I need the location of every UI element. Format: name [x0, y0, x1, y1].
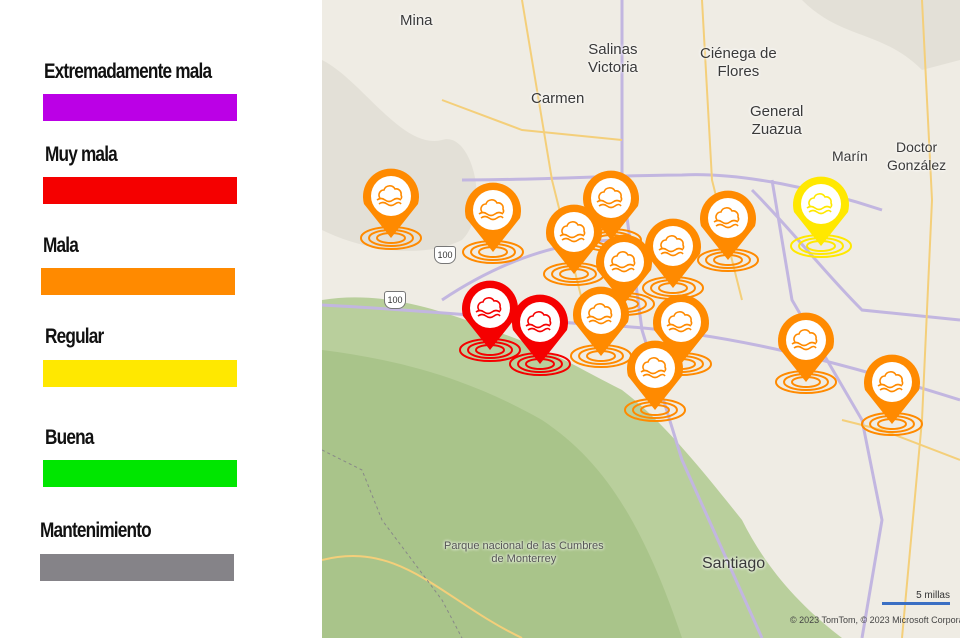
marker-inner — [786, 320, 826, 360]
highway-shield: 100 — [384, 291, 406, 309]
legend-label-mala: Mala — [43, 234, 79, 257]
place-label-general-zuazua: General Zuazua — [750, 103, 804, 138]
map-background — [322, 0, 960, 638]
legend-label-mantenimiento: Mantenimiento — [40, 519, 152, 542]
station-marker[interactable] — [593, 234, 655, 316]
station-markers — [360, 168, 923, 436]
air-quality-cloud-icon — [658, 235, 685, 257]
station-marker[interactable] — [775, 312, 837, 394]
map[interactable]: Mina Salinas Victoria Ciénega de Flores … — [322, 0, 960, 638]
station-marker[interactable] — [462, 182, 524, 264]
station-marker[interactable] — [543, 204, 605, 286]
air-quality-cloud-icon — [376, 185, 403, 207]
legend-label-regular: Regular — [45, 325, 104, 348]
place-label-carmen: Carmen — [531, 90, 585, 107]
station-marker[interactable] — [790, 176, 852, 258]
legend-swatch-regular — [43, 360, 237, 387]
air-quality-cloud-icon — [478, 199, 505, 221]
marker-inner — [708, 198, 748, 238]
marker-inner — [872, 362, 912, 402]
station-marker[interactable] — [459, 280, 521, 362]
station-marker[interactable] — [360, 168, 422, 250]
legend: Extremadamente mala Muy mala Mala Regula… — [0, 0, 322, 640]
legend-swatch-mala — [41, 268, 235, 295]
legend-swatch-mantenimiento — [40, 554, 234, 581]
hills-terrain — [322, 60, 477, 251]
air-quality-cloud-icon — [791, 329, 818, 351]
marker-inner — [591, 178, 631, 218]
legend-label-buena: Buena — [45, 426, 94, 449]
station-marker[interactable] — [861, 354, 923, 436]
marker-inner — [604, 242, 644, 282]
place-label-doctor-gonzalez: Doctor González — [887, 139, 947, 173]
legend-swatch-muy-mala — [43, 177, 237, 204]
marker-inner — [554, 212, 594, 252]
air-quality-cloud-icon — [559, 221, 586, 243]
place-label-mina: Mina — [400, 12, 433, 29]
roads — [322, 0, 960, 638]
highway-shield: 100 — [434, 246, 456, 264]
marker-inner — [371, 176, 411, 216]
scale-bar — [882, 602, 950, 605]
air-quality-cloud-icon — [640, 357, 667, 379]
marker-inner — [470, 288, 510, 328]
place-label-santiago: Santiago — [702, 555, 766, 572]
air-quality-cloud-icon — [475, 297, 502, 319]
scale-label: 5 millas — [916, 590, 950, 601]
legend-label-extremadamente-mala: Extremadamente mala — [44, 60, 212, 83]
marker-inner — [520, 302, 560, 342]
station-marker[interactable] — [697, 190, 759, 272]
marker-inner — [653, 226, 693, 266]
park-boundary — [322, 449, 463, 638]
place-label-salinas-victoria: Salinas Victoria — [588, 41, 638, 76]
place-label-marin: Marín — [832, 148, 868, 164]
air-quality-cloud-icon — [609, 251, 636, 273]
marker-inner — [661, 302, 701, 342]
station-marker[interactable] — [570, 286, 632, 368]
air-quality-cloud-icon — [713, 207, 740, 229]
legend-label-muy-mala: Muy mala — [45, 143, 118, 166]
place-label-cienega-de-flores: Ciénega de Flores — [700, 45, 777, 80]
place-label-parque-cumbres: Parque nacional de las Cumbres de Monter… — [444, 540, 604, 565]
air-quality-cloud-icon — [586, 303, 613, 325]
station-marker[interactable] — [642, 218, 704, 300]
marker-inner — [635, 348, 675, 388]
air-quality-cloud-icon — [806, 193, 833, 215]
marker-inner — [581, 294, 621, 334]
station-marker[interactable] — [624, 340, 686, 422]
hills-terrain — [802, 0, 960, 70]
station-marker[interactable] — [509, 294, 571, 376]
marker-inner — [801, 184, 841, 224]
air-quality-cloud-icon — [666, 311, 693, 333]
legend-swatch-extremadamente-mala — [43, 94, 237, 121]
mountain-terrain-dense — [322, 350, 682, 638]
air-quality-cloud-icon — [877, 371, 904, 393]
map-copyright: © 2023 TomTom, © 2023 Microsoft Corporat… — [790, 615, 960, 625]
map-scale: 5 millas — [882, 590, 950, 605]
air-quality-cloud-icon — [525, 311, 552, 333]
legend-swatch-buena — [43, 460, 237, 487]
marker-inner — [473, 190, 513, 230]
air-quality-cloud-icon — [596, 187, 623, 209]
